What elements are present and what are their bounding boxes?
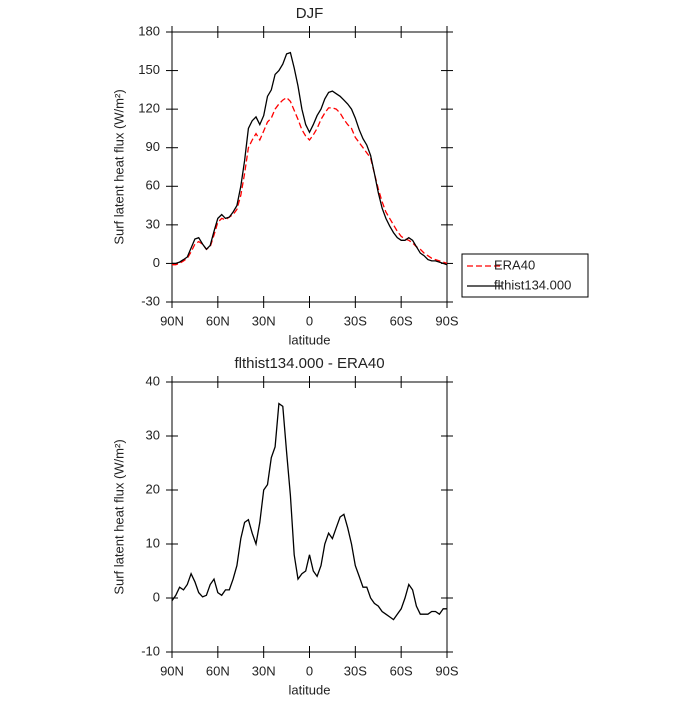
x-tick-label: 30N — [252, 313, 276, 328]
y-tick-label: 180 — [138, 23, 160, 38]
y-tick-label: 0 — [153, 589, 160, 604]
x-tick-label: 60N — [206, 663, 230, 678]
y-tick-label: 0 — [153, 255, 160, 270]
x-tick-label: 90N — [160, 313, 184, 328]
x-tick-label: 90S — [435, 313, 458, 328]
plot-frame — [171, 31, 448, 303]
y-tick-label: -10 — [141, 643, 160, 658]
x-tick-label: 60N — [206, 313, 230, 328]
y-tick-label: 150 — [138, 62, 160, 77]
data-line — [171, 402, 447, 621]
legend-label: flthist134.000 — [494, 277, 571, 292]
y-tick-label: 10 — [146, 535, 160, 550]
y-tick-label: 90 — [146, 139, 160, 154]
y-axis-label: Surf latent heat flux (W/m²) — [111, 439, 126, 594]
x-tick-label: 60S — [390, 663, 413, 678]
x-tick-label: 30N — [252, 663, 276, 678]
x-tick-label: 30S — [344, 663, 367, 678]
data-line — [172, 96, 448, 266]
chart-title: flthist134.000 - ERA40 — [234, 355, 384, 372]
y-tick-label: 30 — [146, 216, 160, 231]
y-tick-label: -30 — [141, 293, 160, 308]
x-tick-label: 0 — [306, 313, 313, 328]
x-tick-label: 90S — [435, 663, 458, 678]
data-line — [172, 51, 448, 266]
x-tick-label: 0 — [306, 663, 313, 678]
chart-title: DJF — [296, 5, 324, 22]
y-tick-label: 30 — [146, 427, 160, 442]
x-axis-label: latitude — [289, 332, 331, 347]
legend-label: ERA40 — [494, 257, 535, 272]
legend-box — [461, 253, 589, 298]
y-axis-label: Surf latent heat flux (W/m²) — [111, 89, 126, 244]
plot-frame — [171, 381, 448, 653]
y-tick-label: 20 — [146, 481, 160, 496]
x-axis-label: latitude — [289, 682, 331, 697]
y-tick-label: 120 — [138, 101, 160, 116]
y-tick-label: 40 — [146, 373, 160, 388]
y-tick-label: 60 — [146, 178, 160, 193]
x-tick-label: 90N — [160, 663, 184, 678]
x-tick-label: 60S — [390, 313, 413, 328]
x-tick-label: 30S — [344, 313, 367, 328]
